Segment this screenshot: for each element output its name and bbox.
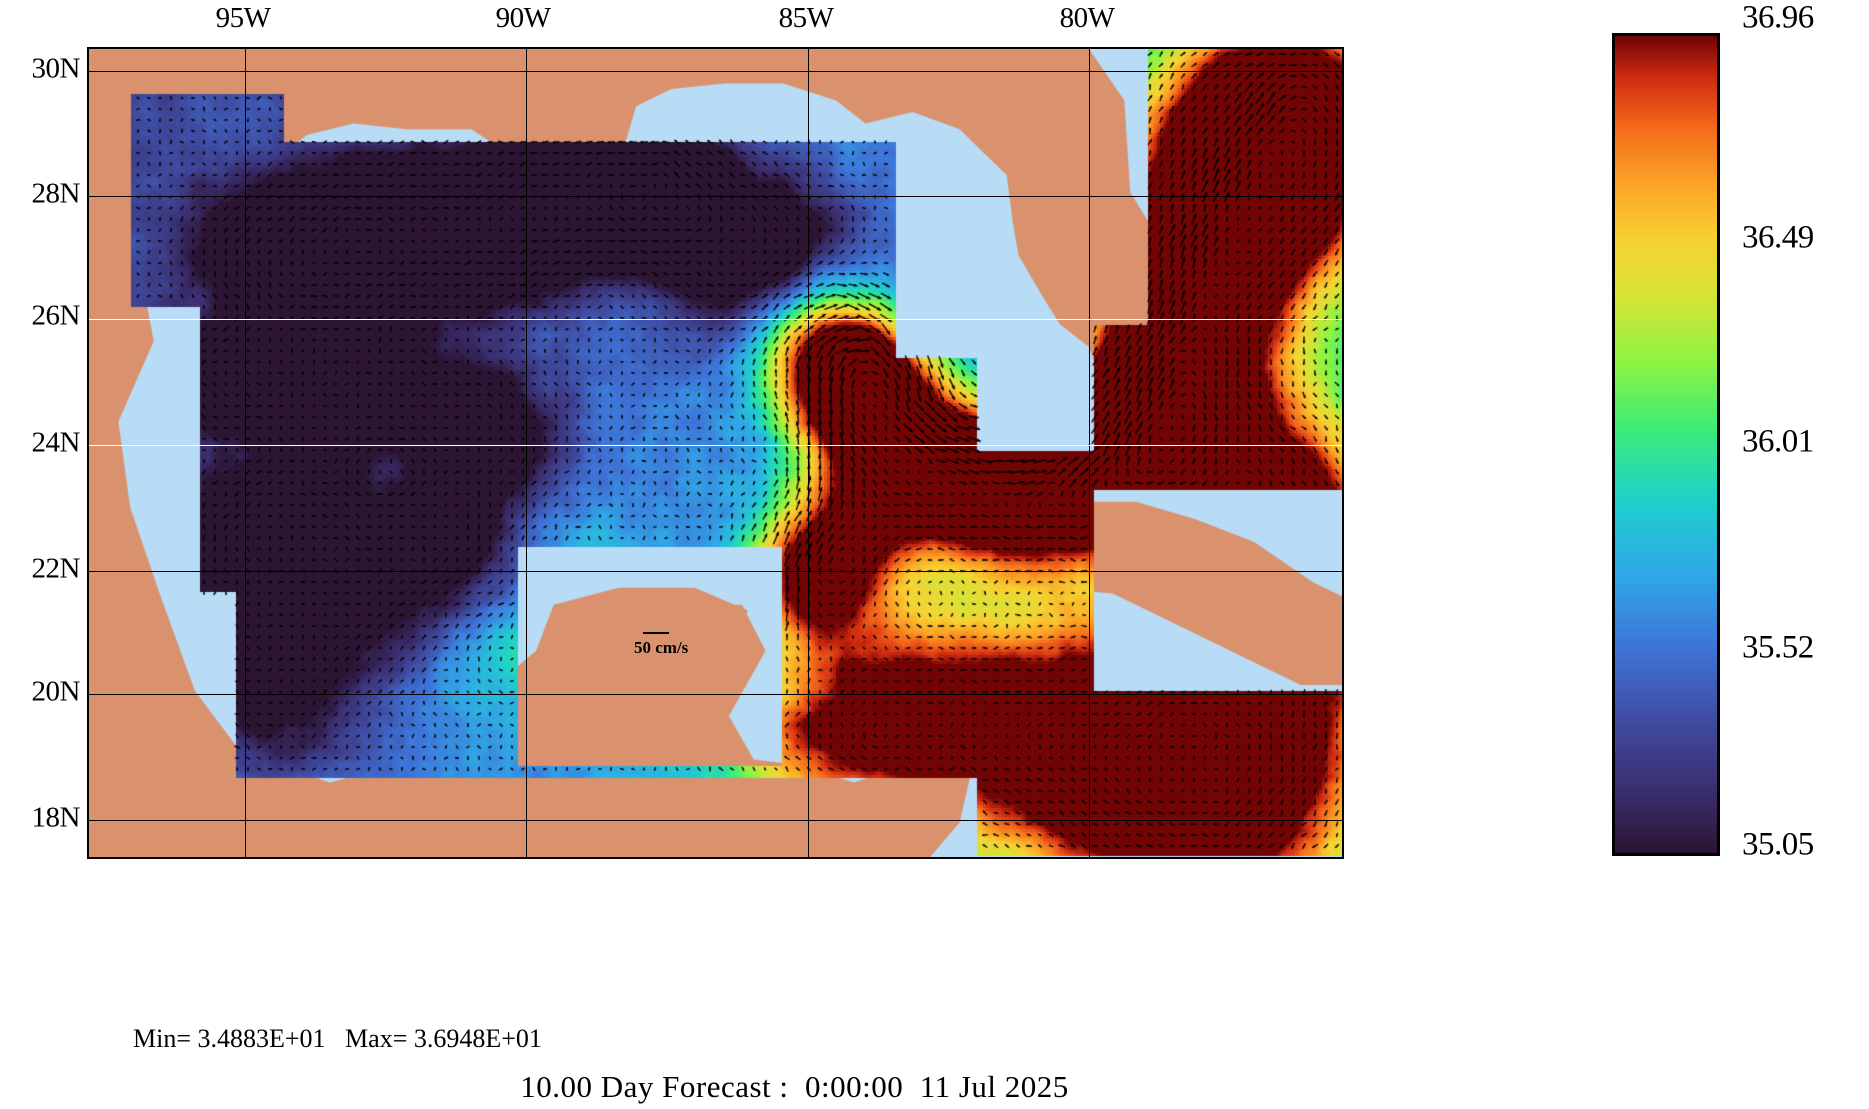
velocity-scale-bar-icon bbox=[643, 632, 669, 634]
forecast-title: 10.00 Day Forecast : 0:00:00 11 Jul 2025 bbox=[0, 1069, 1869, 1105]
y-tick-30n: 30N bbox=[31, 52, 81, 85]
y-tick-28n: 28N bbox=[31, 177, 81, 210]
y-tick-26n: 26N bbox=[31, 299, 81, 332]
y-tick-22n: 22N bbox=[31, 552, 81, 585]
min-max-annotation: Min= 3.4883E+01 Max= 3.6948E+01 bbox=[133, 1024, 542, 1053]
colorbar-gradient bbox=[1612, 33, 1720, 856]
colorbar[interactable] bbox=[1612, 33, 1726, 860]
colorbar-tick-4: 35.52 bbox=[1742, 629, 1814, 666]
x-tick-90w: 90W bbox=[495, 2, 551, 34]
forecast-title-text: 10.00 Day Forecast : 0:00:00 11 Jul 2025 bbox=[520, 1069, 1069, 1104]
colorbar-tick-2: 36.49 bbox=[1742, 219, 1814, 256]
velocity-scale-label: 50 cm/s bbox=[634, 638, 689, 657]
x-tick-85w: 85W bbox=[778, 2, 834, 34]
x-tick-95w: 95W bbox=[215, 2, 271, 34]
y-tick-20n: 20N bbox=[31, 675, 81, 708]
y-tick-24n: 24N bbox=[31, 426, 81, 459]
colorbar-tick-max: 36.96 bbox=[1742, 0, 1814, 36]
salinity-velocity-map[interactable] bbox=[89, 49, 1342, 857]
velocity-scale-legend: 50 cm/s bbox=[634, 632, 744, 658]
y-tick-18n: 18N bbox=[31, 801, 81, 834]
x-tick-80w: 80W bbox=[1059, 2, 1115, 34]
map-panel[interactable]: 50 cm/s bbox=[87, 47, 1344, 859]
colorbar-tick-3: 36.01 bbox=[1742, 423, 1814, 460]
colorbar-tick-min: 35.05 bbox=[1742, 826, 1814, 863]
